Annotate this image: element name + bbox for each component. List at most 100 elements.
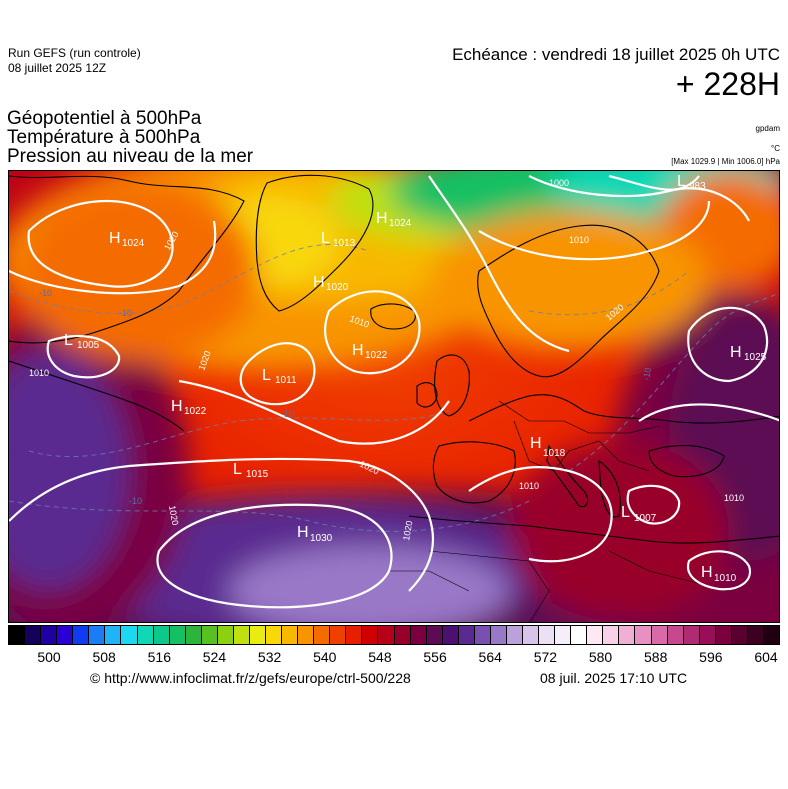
pressure-center: H 1022: [171, 398, 207, 417]
colorbar-swatch: [394, 626, 411, 644]
center-type: H: [313, 274, 325, 291]
colorbar-swatch: [442, 626, 459, 644]
colorbar-swatch: [121, 626, 138, 644]
center-type: H: [730, 344, 742, 361]
center-value: 1010: [714, 573, 737, 584]
coast-iberia: [432, 441, 516, 504]
colorbar-swatch: [378, 626, 395, 644]
colorbar-tick-label: 556: [423, 649, 447, 665]
param-geopotential: Géopotentiel à 500hPa: [7, 108, 202, 129]
center-type: H: [530, 435, 542, 452]
colorbar-tick-label: 572: [533, 649, 558, 665]
colorbar-swatch: [651, 626, 668, 644]
coast-canada-east: [9, 360, 185, 432]
center-value: 1011: [275, 375, 297, 386]
colorbar-tick-label: 548: [368, 649, 392, 665]
center-type: L: [64, 332, 73, 349]
isobar-label: 1020: [401, 520, 414, 541]
colorbar-swatch: [667, 626, 684, 644]
run-date: 08 juillet 2025 12Z: [8, 61, 107, 75]
colorbar-swatch: [683, 626, 700, 644]
colorbar-swatch: [506, 626, 523, 644]
coast-greenland: [255, 174, 374, 312]
pressure-center: H 1024: [376, 210, 412, 229]
colorbar-swatch: [89, 626, 106, 644]
colorbar-swatch: [105, 626, 122, 644]
center-value: 1030: [310, 533, 333, 544]
pressure-center: L 1015: [233, 461, 269, 480]
center-value: 1025: [744, 352, 767, 363]
isobar-label: 1020: [167, 505, 180, 526]
colorbar-swatch: [185, 626, 202, 644]
colorbar-tick-label: 540: [313, 649, 337, 665]
pressure-center: L 1005: [64, 332, 100, 351]
map-canvas: H 1024 L 1013 H 1020 H 1024 L 983 L 1005 H 1022…: [9, 171, 779, 622]
colorbar-swatch: [474, 626, 491, 644]
colorbar-swatch: [523, 626, 540, 644]
colorbar-swatch: [603, 626, 620, 644]
colorbar-swatch: [249, 626, 266, 644]
pressure-center: H 1030: [297, 524, 333, 544]
colorbar-swatch: [282, 626, 299, 644]
center-value: 983: [689, 181, 706, 192]
center-type: H: [171, 398, 183, 415]
coast-canada-arctic: [9, 175, 245, 344]
colorbar-swatch: [426, 626, 443, 644]
center-value: 1024: [122, 238, 145, 249]
center-value: 1020: [326, 282, 349, 293]
pressure-center: H 1020: [313, 274, 349, 293]
colorbar-swatch: [635, 626, 652, 644]
colorbar: [8, 625, 780, 645]
coast-ireland: [416, 382, 438, 408]
valid-time: Echéance : vendredi 18 juillet 2025 0h U…: [452, 45, 780, 64]
center-value: 1022: [365, 350, 388, 361]
coast-iceland: [370, 303, 416, 330]
colorbar-swatch: [233, 626, 250, 644]
pressure-center: L 983: [677, 173, 706, 192]
colorbar-tick-label: 580: [588, 649, 613, 665]
center-type: L: [621, 504, 630, 521]
colorbar-tick-label: 588: [644, 649, 668, 665]
colorbar-tick-label: 604: [754, 649, 778, 665]
center-value: 1024: [389, 218, 412, 229]
center-type: L: [262, 367, 271, 384]
isobar-label: 1010: [29, 368, 49, 378]
generated-time: 08 juil. 2025 17:10 UTC: [540, 670, 688, 686]
colorbar-swatch: [201, 626, 218, 644]
lead-time: + 228H: [675, 66, 780, 102]
center-value: 1018: [543, 448, 566, 459]
colorbar-tick-label: 596: [699, 649, 723, 665]
colorbar-swatch: [153, 626, 170, 644]
colorbar-swatch: [314, 626, 331, 644]
isobar-label: 1010: [519, 481, 539, 491]
center-type: H: [109, 230, 121, 247]
center-type: H: [297, 524, 309, 541]
coast-north-africa: [408, 515, 779, 544]
isotherm-label: -10: [119, 308, 132, 318]
colorbar-swatch: [539, 626, 556, 644]
colorbar-swatch: [715, 626, 732, 644]
colorbar-swatch: [555, 626, 572, 644]
colorbar-swatch: [410, 626, 427, 644]
isotherm-label: -10: [39, 288, 52, 298]
colorbar-swatch: [73, 626, 90, 644]
coast-black-sea: [648, 444, 725, 478]
pressure-extremes: [Max 1029.9 | Min 1006.0] hPa: [671, 157, 780, 166]
colorbar-swatch: [458, 626, 475, 644]
pressure-center: H 1025: [730, 344, 767, 363]
isotherm-label: -10: [129, 496, 142, 506]
colorbar-swatch: [490, 626, 507, 644]
center-type: H: [701, 564, 713, 581]
source-link[interactable]: © http://www.infoclimat.fr/z/gefs/europe…: [90, 670, 411, 686]
colorbar-swatch: [41, 626, 58, 644]
colorbar-swatch: [9, 626, 26, 644]
center-value: 1007: [634, 513, 657, 524]
colorbar-swatch: [330, 626, 347, 644]
param-temperature: Température à 500hPa: [7, 127, 201, 148]
isotherm-label: -10: [281, 409, 294, 419]
pressure-center: L 1013: [321, 230, 356, 249]
center-type: L: [233, 461, 242, 478]
center-type: H: [376, 210, 388, 227]
isobar-label: 1010: [569, 235, 589, 245]
